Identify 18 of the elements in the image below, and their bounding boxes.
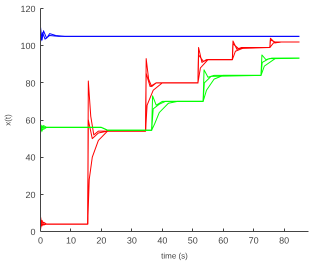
y-tick-label: 60 (25, 116, 36, 126)
x-tick-label: 80 (279, 236, 290, 246)
y-tick-label: 120 (20, 4, 36, 14)
y-tick-label: 0 (30, 227, 36, 237)
x-tick-label: 0 (38, 236, 44, 246)
y-tick-label: 20 (25, 190, 36, 200)
x-tick-label: 60 (218, 236, 228, 246)
x-tick-label: 70 (248, 236, 259, 246)
x-tick-label: 20 (96, 236, 106, 246)
x-tick-label: 50 (188, 236, 198, 246)
y-tick-label: 40 (25, 152, 36, 163)
y-tick-label: 100 (20, 41, 36, 52)
y-tick-label: 80 (25, 78, 36, 88)
x-tick-label: 10 (66, 236, 76, 246)
x-tick-label: 30 (126, 236, 137, 246)
x-tick-label: 40 (157, 236, 168, 246)
y-axis-title: x(t) (3, 114, 12, 126)
x-axis-title: time (s) (161, 252, 188, 260)
